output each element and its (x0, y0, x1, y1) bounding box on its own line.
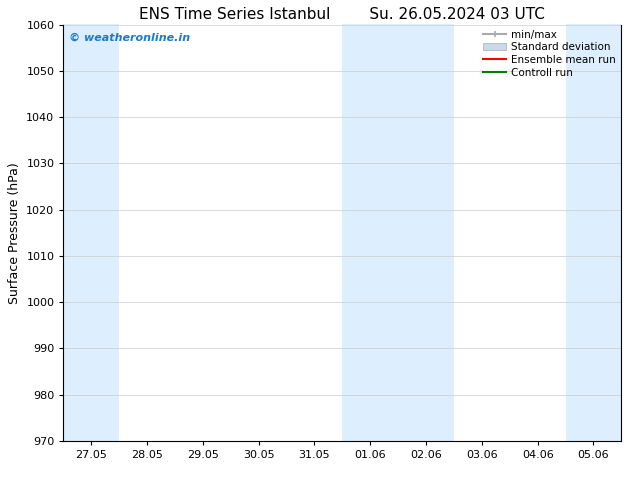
Bar (342, 24, 454, 441)
Text: © weatheronline.in: © weatheronline.in (69, 33, 190, 43)
Y-axis label: Surface Pressure (hPa): Surface Pressure (hPa) (8, 162, 21, 304)
Title: ENS Time Series Istanbul        Su. 26.05.2024 03 UTC: ENS Time Series Istanbul Su. 26.05.2024 … (139, 7, 545, 22)
Legend: min/max, Standard deviation, Ensemble mean run, Controll run: min/max, Standard deviation, Ensemble me… (480, 26, 619, 81)
Bar (566, 24, 621, 441)
Bar (63, 24, 119, 441)
